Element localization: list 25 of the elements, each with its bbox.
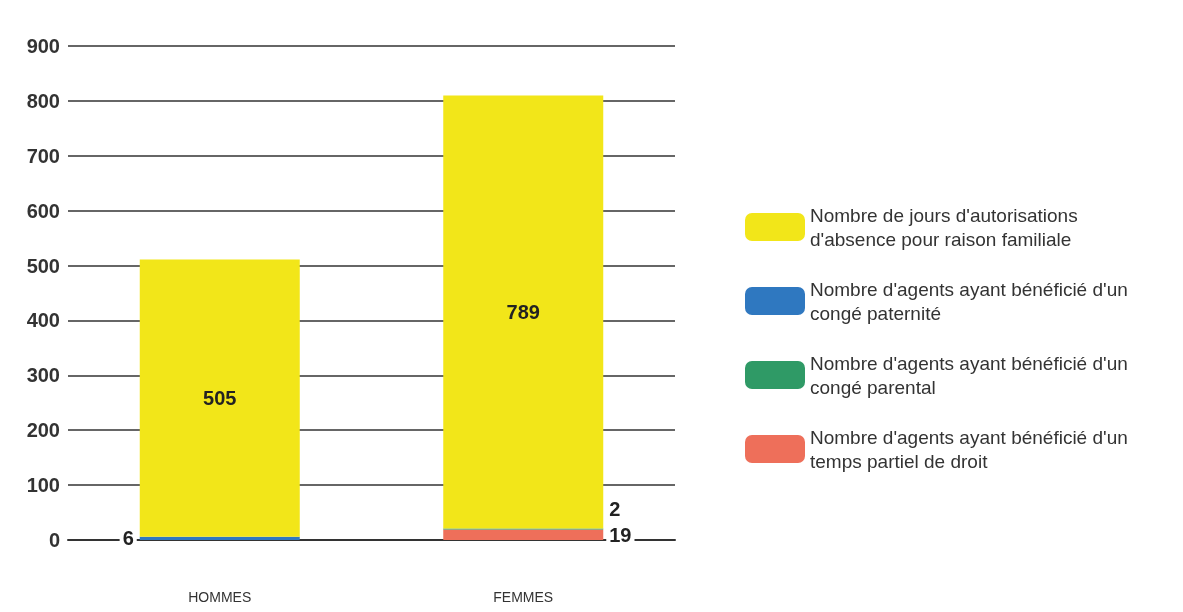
y-tick-label: 0 <box>48 529 60 551</box>
bar <box>139 259 300 537</box>
x-tick-label: FEMMES <box>493 589 554 605</box>
legend-label: Nombre d'agents ayant bénéficié d'un temps partiel de droit <box>810 426 1134 472</box>
x-tick-label: HOMMES <box>188 589 252 605</box>
data-label: 19 <box>609 523 632 546</box>
data-label: 6 <box>122 527 134 550</box>
bar <box>139 536 300 540</box>
data-label: 2 <box>609 498 621 521</box>
data-label: 789 <box>506 300 540 323</box>
legend-label: Nombre de jours d'autorisations d'absence pour raison familiale <box>810 204 1083 250</box>
legend-label: Nombre d'agents ayant bénéficié d'un congé paternité <box>810 278 1134 324</box>
y-tick-label: 900 <box>26 35 60 57</box>
y-tick-label: 700 <box>26 144 60 167</box>
y-tick-label: 500 <box>26 254 60 277</box>
bar <box>443 529 604 540</box>
data-label: 505 <box>203 387 237 410</box>
y-tick-label: 300 <box>26 364 60 387</box>
legend-label: Nombre d'agents ayant bénéficié d'un congé parental <box>810 352 1134 398</box>
y-tick-label: 400 <box>26 309 60 332</box>
y-tick-label: 800 <box>26 89 60 112</box>
y-tick-label: 600 <box>26 199 60 222</box>
y-tick-label: 100 <box>26 474 60 497</box>
bar <box>443 95 604 529</box>
y-tick-label: 200 <box>26 419 60 442</box>
